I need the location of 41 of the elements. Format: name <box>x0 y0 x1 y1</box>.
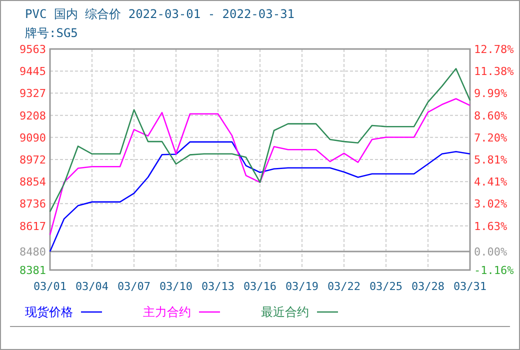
y-tick-label: 9208 <box>20 109 46 122</box>
y-tick-label: 9327 <box>20 87 46 100</box>
y2-tick-label: 7.20% <box>474 131 508 144</box>
y2-tick-label: 8.60% <box>474 109 508 122</box>
legend-label: 现货价格 <box>25 305 73 319</box>
chart-title: PVC 国内 综合价 2022-03-01 - 2022-03-31 <box>25 7 295 21</box>
x-tick-label: 03/22 <box>327 280 361 293</box>
x-tick-label: 03/31 <box>453 280 487 293</box>
y-tick-label: 8617 <box>20 220 46 233</box>
y2-tick-label: -1.16% <box>474 264 514 277</box>
line-series <box>49 68 471 212</box>
y-tick-label: 9090 <box>20 131 46 144</box>
line-series <box>49 141 471 252</box>
y2-tick-label: 3.02% <box>474 198 508 211</box>
x-tick-label: 03/28 <box>411 280 445 293</box>
y2-tick-label: 9.99% <box>474 87 508 100</box>
y2-tick-label: 0.00% <box>474 246 508 259</box>
y-tick-label: 8381 <box>20 264 46 277</box>
y2-tick-label: 1.63% <box>474 220 508 233</box>
y-tick-label: 8736 <box>20 198 46 211</box>
x-tick-label: 03/10 <box>159 280 193 293</box>
x-tick-label: 03/16 <box>243 280 277 293</box>
y2-tick-label: 12.78% <box>474 43 514 56</box>
x-tick-label: 03/25 <box>369 280 403 293</box>
line-series <box>49 98 471 236</box>
x-tick-label: 03/19 <box>285 280 319 293</box>
legend-label: 最近合约 <box>261 305 309 319</box>
x-tick-label: 03/07 <box>117 280 151 293</box>
y-tick-label: 9445 <box>20 65 46 78</box>
x-tick-label: 03/13 <box>201 280 235 293</box>
y-tick-label: 8972 <box>20 154 46 166</box>
chart-subtitle: 牌号:SG5 <box>25 26 78 40</box>
legend-label: 主力合约 <box>143 305 191 319</box>
y-tick-label: 8854 <box>20 176 46 189</box>
x-tick-label: 03/01 <box>33 280 67 293</box>
y2-tick-label: 5.81% <box>474 154 508 166</box>
y2-tick-label: 4.41% <box>474 176 508 189</box>
y-tick-label: 9563 <box>20 43 46 56</box>
x-tick-label: 03/04 <box>75 280 109 293</box>
y-tick-label: 8480 <box>20 245 46 258</box>
y2-tick-label: 11.38% <box>474 65 514 78</box>
